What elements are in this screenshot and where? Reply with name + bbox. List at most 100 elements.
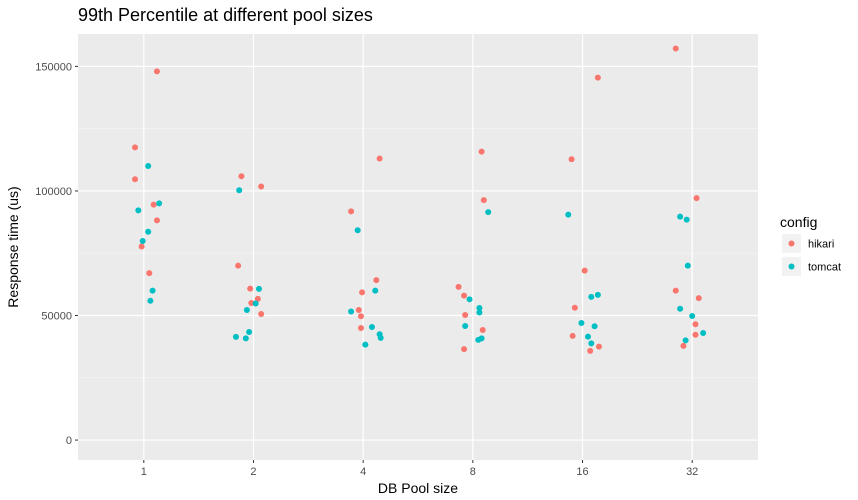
data-point-tomcat xyxy=(354,227,361,234)
legend-label-tomcat: tomcat xyxy=(808,262,841,274)
data-point-tomcat xyxy=(475,336,482,343)
data-point-hikari xyxy=(461,292,468,299)
data-point-tomcat xyxy=(242,335,249,342)
data-point-tomcat xyxy=(677,213,684,220)
data-point-tomcat xyxy=(578,319,585,326)
data-point-tomcat xyxy=(149,287,156,294)
data-point-tomcat xyxy=(585,333,591,340)
data-point-hikari xyxy=(348,208,355,215)
data-point-tomcat xyxy=(145,163,152,170)
data-point-tomcat xyxy=(588,293,595,300)
data-point-tomcat xyxy=(255,285,262,292)
data-point-tomcat xyxy=(377,334,384,341)
y-axis-title: Response time (us) xyxy=(5,186,21,307)
data-point-hikari xyxy=(376,155,383,162)
data-point-hikari xyxy=(258,183,265,190)
data-point-hikari xyxy=(568,156,575,163)
data-point-tomcat xyxy=(236,187,243,194)
gridlines xyxy=(78,34,758,460)
data-point-hikari xyxy=(595,343,602,350)
data-point-hikari xyxy=(672,45,679,52)
data-point-hikari xyxy=(581,267,588,274)
data-point-tomcat xyxy=(682,337,689,344)
data-point-tomcat xyxy=(476,309,483,316)
data-point-hikari xyxy=(355,307,362,314)
x-axis-title: DB Pool size xyxy=(378,480,458,496)
data-point-hikari xyxy=(462,312,469,319)
chart-title: 99th Percentile at different pool sizes xyxy=(78,5,373,25)
data-point-tomcat xyxy=(139,238,146,245)
data-point-tomcat xyxy=(147,297,154,304)
data-point-hikari xyxy=(695,295,702,302)
legend-key-hikari xyxy=(788,240,795,247)
data-point-tomcat xyxy=(588,340,595,347)
x-tick-label: 1 xyxy=(141,466,147,478)
y-tick-label: 150000 xyxy=(35,61,72,73)
data-point-tomcat xyxy=(252,300,259,307)
data-point-tomcat xyxy=(684,262,691,269)
data-point-tomcat xyxy=(700,329,707,336)
data-point-hikari xyxy=(461,346,468,353)
data-point-tomcat xyxy=(462,322,469,329)
data-point-tomcat xyxy=(591,323,598,330)
data-point-hikari xyxy=(150,201,157,208)
data-point-tomcat xyxy=(348,308,355,315)
data-point-hikari xyxy=(359,289,366,296)
data-point-hikari xyxy=(357,313,364,320)
data-point-hikari xyxy=(258,311,265,318)
legend: config hikari tomcat xyxy=(780,214,841,276)
data-point-tomcat xyxy=(594,291,601,298)
data-point-hikari xyxy=(594,74,601,81)
data-point-hikari xyxy=(254,295,261,302)
legend-key-tomcat xyxy=(788,263,795,270)
data-point-hikari xyxy=(238,173,245,180)
data-points xyxy=(132,45,707,354)
data-point-hikari xyxy=(587,347,594,354)
data-point-tomcat xyxy=(677,305,684,312)
data-point-tomcat xyxy=(362,341,369,348)
data-point-tomcat xyxy=(565,211,572,218)
plot-panel xyxy=(78,34,758,460)
data-point-hikari xyxy=(247,285,254,292)
data-point-hikari xyxy=(680,342,687,349)
x-tick-label: 2 xyxy=(250,466,256,478)
x-tick-label: 32 xyxy=(686,466,698,478)
data-point-hikari xyxy=(373,277,380,284)
data-point-tomcat xyxy=(372,287,379,294)
data-point-hikari xyxy=(672,287,679,294)
data-point-hikari xyxy=(248,300,255,307)
y-tick-label: 50000 xyxy=(41,311,72,323)
data-point-hikari xyxy=(132,176,139,183)
data-point-hikari xyxy=(478,148,485,155)
data-point-hikari xyxy=(357,324,364,331)
data-point-tomcat xyxy=(485,209,492,216)
data-point-tomcat xyxy=(135,207,142,214)
x-tick-label: 8 xyxy=(470,466,476,478)
data-point-tomcat xyxy=(368,323,375,330)
y-tick-label: 100000 xyxy=(35,186,72,198)
axes: 0 50000 100000 150000 1 2 4 8 16 32 xyxy=(35,61,698,478)
data-point-hikari xyxy=(153,217,160,224)
legend-label-hikari: hikari xyxy=(808,239,834,251)
data-point-hikari xyxy=(692,321,699,328)
data-point-hikari xyxy=(153,68,160,75)
data-point-hikari xyxy=(692,331,699,338)
data-point-tomcat xyxy=(156,200,163,207)
data-point-hikari xyxy=(569,332,576,339)
data-point-hikari xyxy=(235,262,242,269)
data-point-tomcat xyxy=(246,328,253,335)
data-point-tomcat xyxy=(232,333,239,340)
data-point-hikari xyxy=(138,243,145,250)
data-point-tomcat xyxy=(689,313,696,320)
data-point-tomcat xyxy=(476,305,483,312)
y-tick-label: 0 xyxy=(66,435,72,447)
x-tick-label: 4 xyxy=(360,466,366,478)
data-point-tomcat xyxy=(145,228,152,235)
data-point-hikari xyxy=(479,326,486,333)
data-point-hikari xyxy=(455,283,462,290)
data-point-hikari xyxy=(480,197,487,204)
data-point-hikari xyxy=(571,304,578,311)
data-point-tomcat xyxy=(683,216,690,223)
data-point-tomcat xyxy=(466,296,473,303)
